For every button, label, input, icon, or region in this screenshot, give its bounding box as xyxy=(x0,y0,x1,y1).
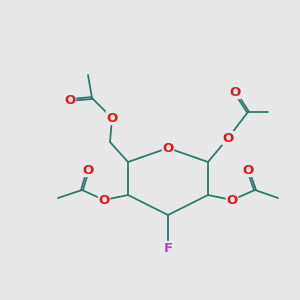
Text: O: O xyxy=(230,85,241,98)
Text: O: O xyxy=(64,94,76,106)
Text: O: O xyxy=(82,164,94,176)
Text: O: O xyxy=(106,112,118,124)
Text: O: O xyxy=(222,131,234,145)
Text: O: O xyxy=(98,194,110,206)
Text: O: O xyxy=(226,194,238,206)
Text: O: O xyxy=(162,142,174,154)
Text: F: F xyxy=(164,242,172,254)
Text: O: O xyxy=(242,164,253,176)
